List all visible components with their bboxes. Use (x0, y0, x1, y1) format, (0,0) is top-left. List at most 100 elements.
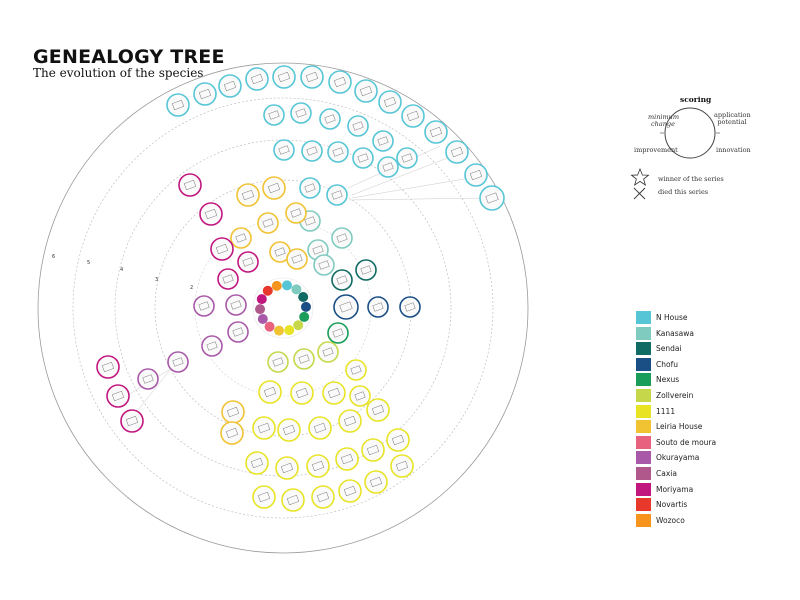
species-node (300, 65, 324, 89)
building-glyph (272, 357, 284, 367)
building-glyph (404, 302, 416, 312)
species-node (225, 294, 247, 316)
legend-item: Zollverein (636, 388, 756, 405)
species-node (193, 295, 215, 317)
ring-label: 2 (190, 285, 193, 291)
building-glyph (230, 300, 242, 310)
building-glyph (291, 254, 303, 264)
species-node (281, 488, 305, 512)
building-glyph (318, 260, 330, 270)
species-node (221, 400, 245, 424)
seed-dot (298, 292, 309, 303)
building-glyph (183, 179, 197, 191)
legend-label: N House (656, 313, 688, 322)
building-glyph (235, 233, 247, 243)
building-glyph (225, 427, 239, 439)
legend-item: Leiria House (636, 420, 756, 436)
building-glyph (223, 80, 237, 92)
building-glyph (360, 265, 372, 275)
legend-label: Caxia (656, 468, 677, 478)
species-node (378, 90, 402, 114)
building-glyph (222, 274, 234, 284)
building-glyph (111, 390, 125, 402)
seed-dot (257, 313, 268, 324)
legend-swatch (636, 373, 651, 387)
building-glyph (322, 347, 334, 357)
building-glyph (257, 422, 271, 434)
species-node (364, 470, 388, 494)
generation-ring (72, 97, 494, 519)
scoring-circle (660, 107, 720, 159)
building-glyph (401, 153, 413, 163)
seed-dot (284, 325, 295, 336)
building-glyph (250, 73, 264, 85)
legend-item: Wozoco (636, 513, 756, 530)
species-node (306, 454, 330, 478)
scoring-title: scoring (680, 95, 712, 104)
died-label: died this series (658, 188, 709, 196)
species-node (338, 479, 362, 503)
species-node (210, 237, 234, 261)
building-glyph (262, 218, 274, 228)
seed-dot (262, 285, 273, 296)
building-glyph (274, 247, 286, 257)
building-glyph (332, 328, 344, 338)
legend-swatch (636, 451, 651, 465)
building-glyph (366, 444, 380, 456)
building-glyph (298, 354, 310, 364)
legend-item: N House (636, 311, 756, 327)
building-glyph (336, 275, 348, 285)
building-glyph (101, 361, 115, 373)
building-glyph (382, 162, 394, 172)
legend-label: Okurayama (656, 453, 700, 463)
building-glyph (198, 301, 210, 311)
legend-swatch (636, 326, 651, 340)
building-glyph (277, 71, 291, 83)
legend-label: Novartis (656, 500, 688, 510)
seed-dot (293, 320, 304, 331)
species-node (263, 104, 285, 126)
legend-label: Zollverein (656, 390, 694, 400)
species-node (120, 409, 144, 433)
building-glyph (324, 114, 336, 124)
building-glyph (142, 374, 154, 384)
cross-icon (633, 187, 646, 200)
legend-label: Leiria House (656, 422, 703, 432)
building-glyph (286, 494, 300, 506)
legend-item: Sendai (636, 342, 756, 358)
species-node (252, 485, 276, 509)
page-title: GENEALOGY TREE (33, 46, 225, 68)
legend-swatch (636, 388, 651, 402)
building-glyph (242, 257, 254, 267)
species-node (401, 104, 425, 128)
building-glyph (306, 146, 318, 156)
legend-swatch (636, 311, 651, 324)
species-node (267, 351, 289, 373)
species-node (299, 177, 321, 199)
legend-label: Nexus (656, 375, 680, 385)
legend-swatch (636, 482, 651, 496)
legend-swatch (636, 466, 651, 480)
legend-swatch (636, 357, 651, 371)
building-glyph (311, 460, 325, 472)
connector-line (351, 177, 471, 199)
connector-line (351, 154, 456, 196)
building-glyph (333, 76, 347, 88)
building-glyph (278, 145, 290, 155)
ring-label: 5 (87, 260, 90, 266)
seed-dot (299, 311, 310, 322)
building-glyph (125, 415, 139, 427)
building-glyph (198, 88, 212, 100)
building-glyph (290, 208, 302, 218)
species-node (331, 269, 353, 291)
connector-line (349, 197, 489, 201)
ring-label: 4 (120, 267, 123, 273)
species-node (96, 355, 120, 379)
species-node (230, 227, 252, 249)
building-glyph (295, 108, 307, 118)
scoring-innovation: innovation (716, 146, 751, 154)
species-node (167, 351, 189, 373)
seed-dot (281, 280, 292, 291)
seed-dot (256, 294, 267, 305)
building-glyph (369, 476, 383, 488)
